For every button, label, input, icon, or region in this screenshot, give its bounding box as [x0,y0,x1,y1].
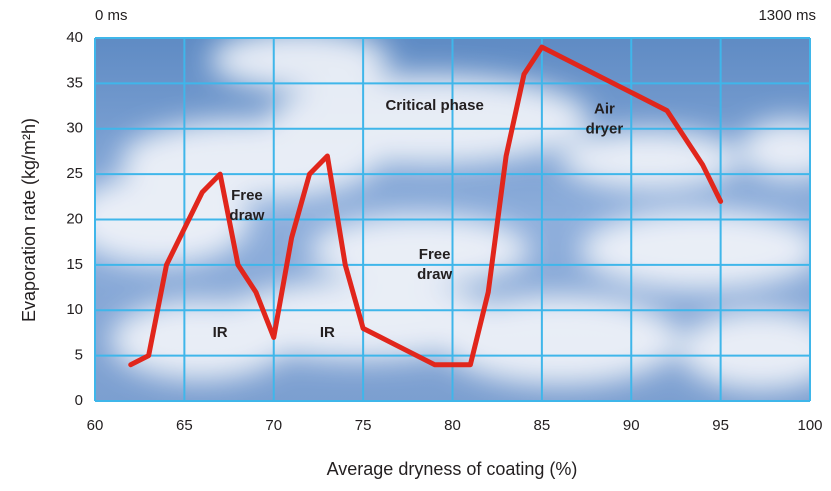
x-tick-label: 75 [355,417,372,434]
y-tick-label: 40 [66,29,83,46]
x-tick-label: 70 [265,417,282,434]
x-tick-label: 85 [534,417,551,434]
annotation-line: draw [417,266,452,283]
x-axis-title: Average dryness of coating (%) [327,459,578,479]
y-axis-title: Evaporation rate (kg/m²h) [19,118,39,322]
y-tick-label: 5 [75,347,83,364]
y-tick-label: 30 [66,120,83,137]
annotation-line: Critical phase [385,97,483,114]
annotation-line: Free [419,246,451,263]
time-start: 0 ms [95,7,128,24]
annotation-line: Free [231,187,263,204]
y-tick-label: 10 [66,301,83,318]
annotation-line: Air [594,101,615,118]
annotation-line: IR [213,324,228,341]
annotation-line: IR [320,324,335,341]
chart: 0 ms 1300 ms Average dryness of coating … [0,0,831,491]
annotation-line: dryer [586,121,624,138]
annotation: IR [320,324,335,341]
time-end: 1300 ms [758,7,816,24]
x-tick-label: 90 [623,417,640,434]
y-tick-label: 25 [66,165,83,182]
y-tick-label: 20 [66,210,83,227]
x-tick-label: 95 [712,417,729,434]
annotation: IR [213,324,228,341]
y-tick-label: 15 [66,256,83,273]
y-tick-label: 0 [75,392,83,409]
x-tick-label: 80 [444,417,461,434]
annotation: Critical phase [385,97,483,114]
x-tick-label: 65 [176,417,193,434]
x-tick-label: 60 [87,417,104,434]
annotation-line: draw [229,207,264,224]
x-tick-label: 100 [797,417,822,434]
y-tick-label: 35 [66,74,83,91]
